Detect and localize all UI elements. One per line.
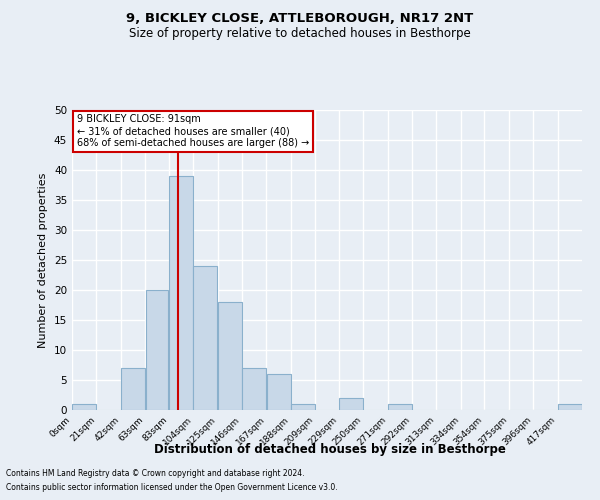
- Bar: [558, 404, 582, 410]
- Text: 9, BICKLEY CLOSE, ATTLEBOROUGH, NR17 2NT: 9, BICKLEY CLOSE, ATTLEBOROUGH, NR17 2NT: [127, 12, 473, 26]
- Bar: [146, 290, 169, 410]
- Bar: [388, 404, 412, 410]
- Text: Contains public sector information licensed under the Open Government Licence v3: Contains public sector information licen…: [6, 484, 338, 492]
- Y-axis label: Number of detached properties: Number of detached properties: [38, 172, 49, 348]
- Bar: [218, 302, 242, 410]
- Bar: [121, 368, 145, 410]
- Bar: [291, 404, 315, 410]
- Text: Distribution of detached houses by size in Besthorpe: Distribution of detached houses by size …: [154, 442, 506, 456]
- Bar: [266, 374, 290, 410]
- Text: 9 BICKLEY CLOSE: 91sqm
← 31% of detached houses are smaller (40)
68% of semi-det: 9 BICKLEY CLOSE: 91sqm ← 31% of detached…: [77, 114, 310, 148]
- Bar: [72, 404, 96, 410]
- Text: Contains HM Land Registry data © Crown copyright and database right 2024.: Contains HM Land Registry data © Crown c…: [6, 468, 305, 477]
- Bar: [169, 176, 193, 410]
- Bar: [193, 266, 217, 410]
- Bar: [339, 398, 363, 410]
- Bar: [242, 368, 266, 410]
- Text: Size of property relative to detached houses in Besthorpe: Size of property relative to detached ho…: [129, 28, 471, 40]
